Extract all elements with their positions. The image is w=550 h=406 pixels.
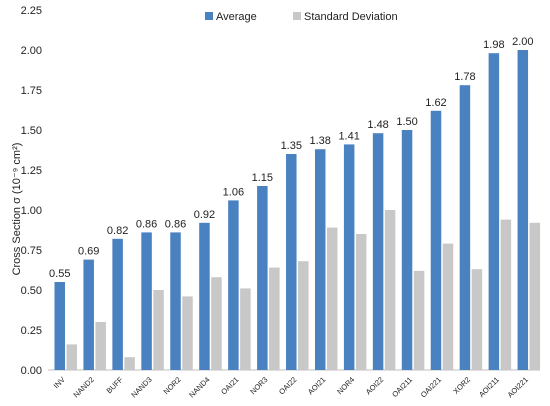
data-label-average: 1.41 xyxy=(338,130,359,142)
legend: Average Standard Deviation xyxy=(205,11,398,23)
bar-average xyxy=(112,238,123,370)
y-tick-label: 0.25 xyxy=(21,325,42,337)
bar-standard-deviation xyxy=(95,322,106,370)
bar-standard-deviation xyxy=(269,267,280,370)
y-tick-label: 2.00 xyxy=(21,45,42,57)
data-label-average: 2.00 xyxy=(512,36,533,48)
data-label-average: 1.15 xyxy=(252,172,273,184)
data-label-average: 0.86 xyxy=(136,218,157,230)
category-label: BUFF xyxy=(105,375,126,396)
bar-standard-deviation xyxy=(500,219,512,370)
bar-standard-deviation xyxy=(471,269,483,370)
legend-swatch-standard-deviation xyxy=(293,12,301,20)
bar-average xyxy=(488,53,500,370)
bar-standard-deviation xyxy=(211,277,222,370)
data-label-average: 1.98 xyxy=(483,39,504,51)
y-axis-title-group: Cross Section σ (10⁻⁹ cm²) xyxy=(11,143,23,276)
bar-average xyxy=(170,232,181,370)
bar-average xyxy=(343,144,355,370)
data-label-average: 0.55 xyxy=(49,268,70,280)
legend-label-average: Average xyxy=(216,11,257,23)
category-label: NOR2 xyxy=(162,375,183,396)
bar-standard-deviation xyxy=(384,210,396,370)
data-label-average: 1.48 xyxy=(367,119,388,131)
bar-standard-deviation xyxy=(298,261,309,370)
category-label: AOI221 xyxy=(506,375,530,399)
data-label-average: 1.50 xyxy=(396,116,417,128)
bar-average xyxy=(459,85,471,370)
bar-average xyxy=(286,154,297,370)
bar-standard-deviation xyxy=(326,227,338,370)
bar-average xyxy=(83,259,94,370)
legend-label-standard-deviation: Standard Deviation xyxy=(304,11,398,23)
bar-average xyxy=(141,232,152,370)
category-label: OAI21 xyxy=(219,375,240,396)
category-label: XOR2 xyxy=(451,375,472,396)
bar-standard-deviation xyxy=(529,222,541,370)
category-label: AOI22 xyxy=(364,375,385,396)
data-label-average: 0.82 xyxy=(107,225,128,237)
y-tick-label: 1.75 xyxy=(21,85,42,97)
data-label-average: 0.69 xyxy=(78,246,99,258)
category-label: NAND3 xyxy=(129,375,153,399)
category-label: NAND2 xyxy=(71,375,95,399)
axes: 0.00 0.25 0.50 0.75 1.00 1.25 1.50 1.75 2.00 2.25 xyxy=(21,5,540,377)
data-label-average: 1.35 xyxy=(281,140,302,152)
category-label: AOI21 xyxy=(306,375,327,396)
bar-average xyxy=(54,282,65,370)
category-label: NOR4 xyxy=(335,375,356,396)
bar-standard-deviation xyxy=(66,344,77,370)
bar-average xyxy=(401,130,413,370)
data-label-average: 1.62 xyxy=(425,97,446,109)
bar-average xyxy=(228,200,239,370)
bar-average xyxy=(199,222,210,370)
bar-average xyxy=(314,149,326,370)
bars xyxy=(54,50,541,371)
bar-standard-deviation xyxy=(413,270,425,370)
y-tick-label: 1.50 xyxy=(21,125,42,137)
bar-average xyxy=(430,110,442,371)
bar-standard-deviation xyxy=(124,357,135,370)
y-tick-label: 1.00 xyxy=(21,205,42,217)
category-label: OAI221 xyxy=(419,375,443,399)
y-tick-label: 2.25 xyxy=(21,5,42,17)
y-tick-label: 0.75 xyxy=(21,245,42,257)
legend-swatch-average xyxy=(205,12,213,20)
bar-average xyxy=(372,133,384,370)
data-label-average: 0.92 xyxy=(194,209,215,221)
y-axis-title: Cross Section σ (10⁻⁹ cm²) xyxy=(11,143,23,276)
category-label: INV xyxy=(52,375,67,390)
y-tick-label: 0.00 xyxy=(21,365,42,377)
data-label-average: 1.78 xyxy=(454,71,475,83)
bar-standard-deviation xyxy=(182,296,193,370)
category-label: OAI211 xyxy=(390,375,414,399)
bar-standard-deviation xyxy=(355,234,367,370)
category-label: AOI211 xyxy=(477,375,501,399)
category-label: NOR3 xyxy=(248,375,269,396)
data-label-average: 0.86 xyxy=(165,218,186,230)
data-label-average: 1.38 xyxy=(310,135,331,147)
bar-standard-deviation xyxy=(153,290,164,370)
bar-average xyxy=(517,50,529,370)
bar-standard-deviation xyxy=(240,288,251,370)
category-label: OAI22 xyxy=(277,375,298,396)
bar-average xyxy=(257,186,268,370)
data-label-average: 1.06 xyxy=(223,186,244,198)
y-tick-label: 1.25 xyxy=(21,165,42,177)
category-label: NAND4 xyxy=(187,375,211,399)
bar-standard-deviation xyxy=(442,243,454,370)
y-tick-label: 0.50 xyxy=(21,285,42,297)
